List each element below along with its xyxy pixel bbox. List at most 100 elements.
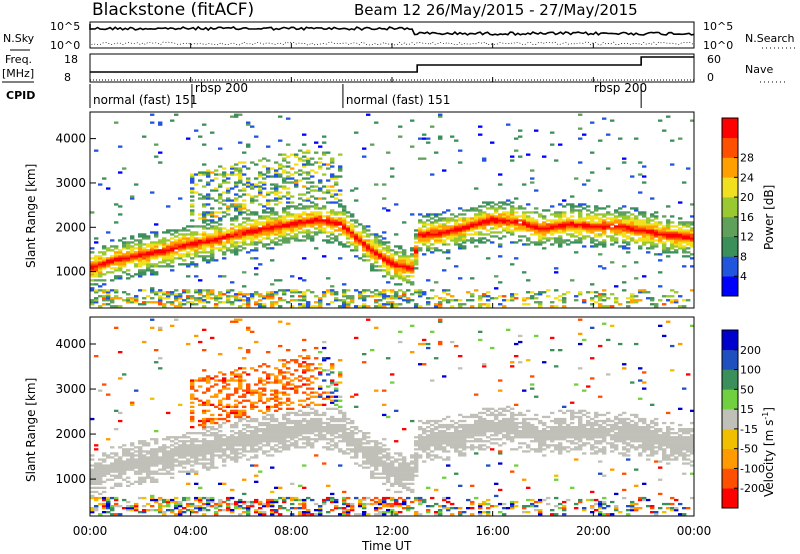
power-cell	[334, 181, 339, 184]
power-cell	[306, 301, 311, 304]
power-cell	[334, 299, 339, 302]
velocity-cell	[274, 438, 279, 441]
velocity-cell	[218, 440, 223, 443]
velocity-cell	[118, 474, 123, 477]
power-cell	[306, 303, 311, 306]
power-cell	[518, 215, 523, 218]
velocity-cell	[126, 450, 131, 453]
power-cell	[422, 229, 427, 232]
velocity-cell	[122, 466, 127, 469]
velocity-cell	[234, 411, 239, 415]
velocity-cell	[370, 349, 375, 352]
power-cell	[278, 191, 283, 194]
power-cell	[634, 231, 639, 234]
power-cell	[270, 187, 275, 190]
power-cell	[510, 225, 515, 228]
velocity-cell	[138, 452, 143, 455]
power-cell	[330, 209, 335, 212]
velocity-cell	[218, 391, 223, 394]
power-cell	[682, 231, 687, 234]
velocity-cell	[350, 502, 355, 506]
velocity-cell	[146, 470, 151, 473]
power-cell	[526, 297, 531, 300]
velocity-cell	[214, 444, 219, 447]
power-cell	[366, 247, 371, 250]
power-cell	[554, 289, 559, 292]
power-cell	[658, 235, 663, 238]
velocity-cell	[122, 460, 127, 463]
nsearch-series	[89, 41, 695, 46]
power-cell	[494, 297, 499, 300]
power-cell	[194, 245, 199, 248]
power-cell	[286, 177, 291, 180]
velocity-cell	[362, 434, 367, 437]
power-cell	[170, 303, 175, 306]
power-cell	[618, 303, 623, 306]
power-cell	[546, 225, 551, 228]
power-cell	[622, 247, 627, 250]
power-cell	[330, 201, 335, 204]
power-cell	[674, 245, 679, 248]
power-cell	[590, 239, 595, 242]
power-cell	[290, 231, 295, 234]
velocity-cell	[94, 466, 99, 469]
power-cell	[454, 265, 459, 268]
velocity-cell	[130, 458, 135, 461]
power-cell	[170, 255, 175, 258]
velocity-heatmap	[90, 318, 695, 516]
power-cell	[366, 251, 371, 254]
power-cell	[182, 253, 187, 256]
power-cell	[334, 237, 339, 240]
velocity-cell	[266, 407, 271, 410]
power-cell	[282, 237, 287, 240]
velocity-cell	[274, 450, 279, 453]
power-cell	[606, 227, 611, 230]
power-cell	[178, 237, 183, 240]
velocity-cell	[318, 511, 323, 514]
velocity-cell	[174, 446, 179, 449]
velocity-cell	[182, 452, 187, 455]
power-cell	[534, 293, 539, 296]
power-cell	[270, 303, 275, 306]
velocity-cell	[182, 507, 187, 510]
power-cell	[258, 221, 263, 224]
power-cell	[186, 241, 191, 244]
power-cell	[254, 273, 259, 276]
velocity-cell	[118, 482, 123, 485]
power-cell	[682, 251, 687, 254]
power-cell	[518, 229, 523, 232]
power-cell	[442, 239, 447, 242]
power-cell	[578, 233, 583, 236]
power-cell	[306, 221, 311, 224]
noise-left-tick-top: 10^5	[50, 20, 80, 33]
power-cell	[266, 293, 271, 296]
velocity-cell	[198, 377, 203, 380]
power-cell	[382, 303, 387, 306]
power-cell	[246, 233, 251, 236]
power-cell	[230, 239, 235, 242]
velocity-cell	[154, 464, 159, 467]
velocity-cell	[314, 438, 319, 441]
power-cell	[254, 163, 259, 166]
power-cell	[194, 225, 199, 228]
power-cell	[506, 215, 511, 218]
power-cell	[686, 251, 691, 254]
power-cell	[634, 223, 639, 226]
velocity-cell	[290, 434, 295, 437]
velocity-cell	[102, 468, 107, 471]
power-cell	[158, 265, 163, 268]
power-cell	[530, 295, 535, 298]
power-cell	[234, 249, 239, 252]
power-cell	[334, 291, 339, 294]
velocity-cell	[346, 511, 351, 514]
velocity-cell	[118, 419, 123, 423]
velocity-cell	[250, 330, 255, 333]
velocity-cell	[306, 405, 311, 408]
power-cell	[270, 221, 275, 224]
velocity-cell	[150, 458, 155, 461]
power-cell	[350, 295, 355, 298]
power-cell	[650, 213, 655, 216]
power-cell	[370, 245, 375, 248]
velocity-cell	[286, 383, 291, 386]
power-cell	[390, 255, 395, 258]
